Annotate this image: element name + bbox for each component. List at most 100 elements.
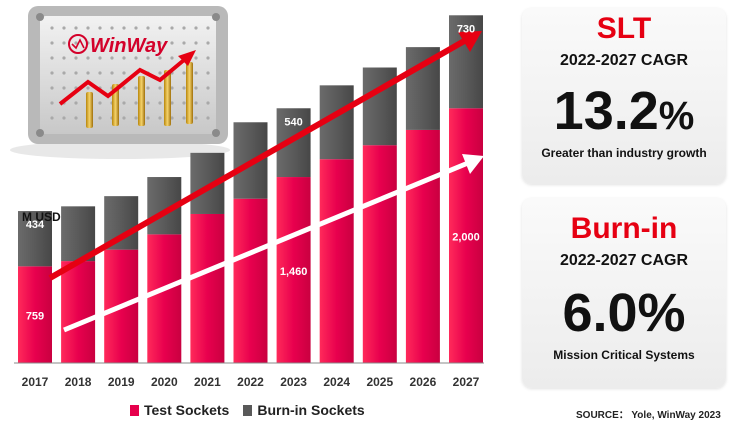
board-hole [158,116,162,120]
bar-burnin-2017 [18,211,52,267]
bar-burnin-2018 [61,206,96,262]
screw-icon [212,129,220,137]
x-tick-label: 2018 [65,375,92,389]
board-hole [194,26,198,30]
board-hole [62,41,66,45]
bar-test-2021 [190,213,225,363]
pogo-pin [186,62,193,124]
board-hole [50,101,54,105]
board-hole [86,26,90,30]
board-hole [194,116,198,120]
slt-subtitle: 2022-2027 CAGR [559,52,689,69]
burnin-note: Mission Critical Systems [553,348,695,362]
board-hole [170,116,174,120]
bar-test-2022 [233,198,268,363]
screw-icon [36,129,44,137]
board-hole [50,56,54,60]
x-tick-label: 2019 [108,375,135,389]
board-hole [62,116,66,120]
board-hole [74,41,78,45]
board-hole [62,56,66,60]
board-hole [62,26,66,30]
x-tick-label: 2022 [237,375,264,389]
chart-area: WinWay 2017 2018 2019 2020 2021 2022 2023 2024 2… [10,6,484,389]
board-hole [170,41,174,45]
board-hole [146,26,150,30]
board-hole [146,41,150,45]
burnin-cagr-percent: % [637,283,686,343]
pogo-pins [86,62,193,128]
winway-logo-mark-icon [71,38,85,50]
board-hole [74,116,78,120]
board-hole [50,41,54,45]
slt-cagr-card: SLT 2022-2027 CAGR 13.2% Greater than in… [522,8,726,184]
slt-note: Greater than industry growth [541,146,707,160]
bar-test-2020 [147,234,182,363]
white-trend-arrow [63,160,469,333]
slt-title: SLT [596,12,652,45]
board-hole [110,71,114,75]
source-note: SOURCE： Yole, WinWay 2023 [576,410,721,421]
board-hole [146,101,150,105]
bar-test-2025 [362,145,397,363]
board-holes [50,26,210,120]
legend-label-test: Test Sockets [144,402,230,418]
slt-cagr-percent: % [658,94,695,138]
board-hole [134,56,138,60]
data-label: 434 [26,219,45,231]
board-hole [50,86,54,90]
trend-arrows [48,31,484,333]
board-hole [74,71,78,75]
pogo-pin [112,84,119,126]
board-hole [134,101,138,105]
board-hole [134,41,138,45]
y-axis-unit: M USD [22,210,61,224]
board-hole [146,116,150,120]
board-hole [146,56,150,60]
board-hole [110,56,114,60]
board-hole [182,71,186,75]
board-hole [122,26,126,30]
board-hole [98,116,102,120]
board-hole [158,86,162,90]
board-hole [122,41,126,45]
socket-product-photo: WinWay [10,6,230,159]
bar-test-2027 [449,108,483,364]
slt-cagr-number: 13.2 [553,81,659,141]
photo-shadow [10,141,230,159]
board-hole [206,116,210,120]
x-tick-label: 2023 [280,375,307,389]
board-hole [74,101,78,105]
board-hole [98,26,102,30]
board-hole [86,56,90,60]
x-tick-label: 2024 [323,375,350,389]
white-arrowhead-icon [462,154,484,174]
board-hole [62,71,66,75]
board-hole [206,41,210,45]
board-hole [206,26,210,30]
board-hole [86,71,90,75]
legend-swatch-burnin [243,404,253,416]
board-hole [182,86,186,90]
board-hole [182,41,186,45]
legend-label-burnin: Burn-in Sockets [257,402,365,418]
x-tick-label: 2017 [22,375,49,389]
winway-logo-text: WinWay [90,35,168,57]
board-hole [194,71,198,75]
x-tick-label: 2027 [453,375,480,389]
board-hole [110,41,114,45]
board-hole [50,116,54,120]
burnin-cagr-card: Burn-in 2022-2027 CAGR 6.0% Mission Crit… [522,198,726,388]
bar-test-2017 [18,266,52,363]
winway-logo-icon [68,34,88,54]
board-hole [74,26,78,30]
board-hole [158,26,162,30]
data-labels: 434 759 540 1,460 730 2,000 [26,23,480,322]
growth-arrowhead-icon [178,50,196,66]
slt-cagr-value: 13.2% [522,84,726,138]
board-hole [158,41,162,45]
board-hole [206,71,210,75]
board-hole [98,71,102,75]
board-hole [122,101,126,105]
board-hole [98,41,102,45]
